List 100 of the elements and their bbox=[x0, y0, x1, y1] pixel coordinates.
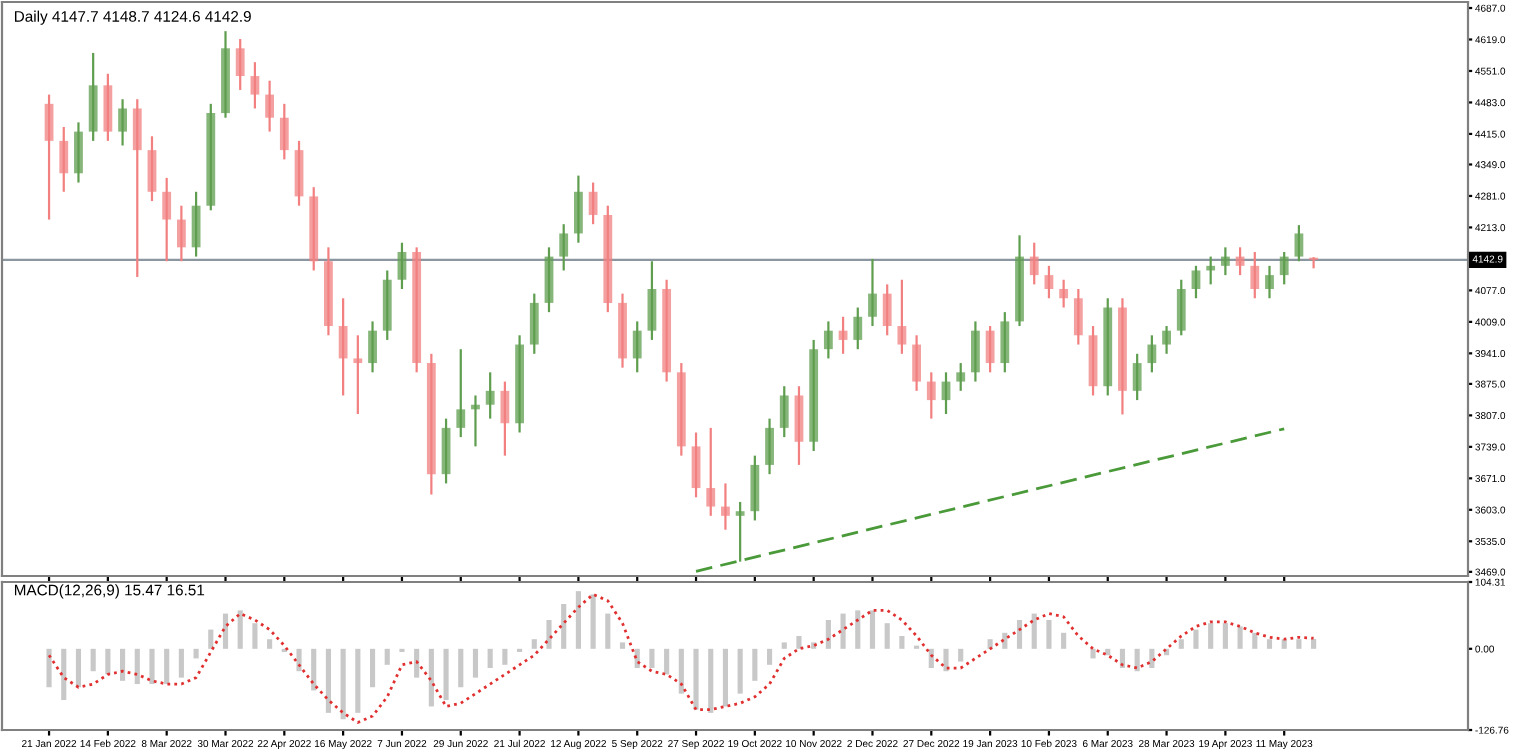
candlestick bbox=[559, 223, 569, 272]
bar bbox=[252, 623, 258, 649]
bar bbox=[1149, 648, 1155, 669]
candlestick bbox=[735, 500, 745, 563]
bar bbox=[958, 648, 964, 662]
candlestick bbox=[397, 241, 407, 291]
candlestick bbox=[103, 72, 113, 142]
bar bbox=[1090, 648, 1096, 659]
bar bbox=[722, 648, 729, 707]
bar bbox=[855, 610, 861, 649]
bar bbox=[311, 648, 317, 691]
candlestick bbox=[1162, 324, 1171, 355]
bar bbox=[766, 648, 773, 665]
candlestick bbox=[794, 385, 804, 467]
bar bbox=[1016, 619, 1023, 649]
candlestick bbox=[1000, 311, 1010, 374]
candlestick bbox=[118, 98, 127, 147]
bar bbox=[605, 613, 611, 649]
bar bbox=[664, 648, 670, 675]
candlestick bbox=[1265, 264, 1274, 300]
candlestick bbox=[176, 204, 186, 263]
candlestick bbox=[279, 102, 289, 161]
bar bbox=[105, 648, 111, 675]
bar bbox=[1296, 639, 1302, 649]
bar bbox=[237, 610, 243, 649]
candlestick bbox=[1029, 241, 1039, 286]
bar bbox=[943, 648, 949, 672]
bar bbox=[708, 648, 714, 713]
bar bbox=[1311, 638, 1317, 649]
candlestick bbox=[721, 482, 730, 531]
bar bbox=[443, 648, 449, 701]
bar bbox=[134, 648, 140, 685]
candlestick bbox=[1309, 256, 1319, 270]
bar bbox=[296, 648, 302, 672]
candlestick bbox=[588, 181, 598, 226]
candlestick bbox=[162, 176, 172, 263]
bar bbox=[1031, 613, 1037, 649]
bar bbox=[899, 636, 905, 649]
bar bbox=[369, 648, 376, 688]
candlestick bbox=[765, 417, 774, 476]
bar bbox=[781, 642, 787, 649]
bar bbox=[267, 639, 273, 649]
candlestick bbox=[265, 79, 275, 133]
bar bbox=[840, 613, 846, 649]
bar bbox=[120, 648, 126, 681]
bar bbox=[561, 603, 567, 649]
bar bbox=[458, 648, 464, 688]
candlestick bbox=[74, 121, 83, 184]
candlestick bbox=[971, 320, 980, 383]
candlestick bbox=[897, 278, 907, 355]
bar bbox=[487, 648, 493, 669]
bar bbox=[678, 648, 684, 694]
candlestick bbox=[1176, 278, 1186, 337]
candlestick bbox=[1250, 250, 1260, 300]
bar bbox=[222, 613, 229, 649]
candlestick bbox=[750, 454, 760, 522]
bar bbox=[1281, 639, 1287, 649]
bar bbox=[340, 648, 346, 720]
candlestick bbox=[44, 93, 54, 221]
candlestick bbox=[294, 139, 304, 207]
candlestick bbox=[853, 306, 863, 351]
candlestick bbox=[1279, 250, 1289, 286]
bar bbox=[164, 648, 170, 685]
bar bbox=[428, 648, 434, 707]
candlestick bbox=[235, 37, 245, 92]
bar bbox=[208, 629, 214, 649]
bar bbox=[796, 636, 802, 649]
candlestick bbox=[147, 135, 157, 203]
bar bbox=[1222, 623, 1228, 649]
candlestick bbox=[1191, 264, 1201, 300]
bar bbox=[1002, 632, 1008, 649]
candlestick bbox=[956, 361, 966, 392]
candlestick bbox=[441, 417, 451, 485]
bar bbox=[1266, 639, 1273, 649]
bar bbox=[1178, 639, 1184, 649]
bar bbox=[1237, 626, 1243, 649]
bar bbox=[61, 648, 67, 701]
candlestick bbox=[823, 320, 833, 360]
bar bbox=[546, 619, 552, 649]
bar bbox=[90, 648, 96, 672]
candlestick bbox=[1220, 246, 1230, 277]
candlestick bbox=[456, 348, 466, 439]
bar bbox=[325, 648, 331, 713]
bar bbox=[1061, 632, 1067, 649]
candlestick bbox=[1044, 264, 1054, 300]
bar bbox=[869, 610, 876, 649]
candlestick bbox=[647, 260, 657, 342]
candlestick bbox=[529, 292, 539, 355]
candlestick bbox=[1147, 334, 1157, 374]
candlestick bbox=[338, 297, 348, 397]
candlestick bbox=[544, 246, 554, 314]
bar bbox=[149, 648, 155, 685]
candlestick bbox=[1294, 224, 1304, 263]
candlestick bbox=[632, 320, 642, 374]
candlestick bbox=[1132, 352, 1142, 402]
bar bbox=[649, 648, 655, 669]
bar bbox=[1193, 629, 1199, 649]
bar bbox=[502, 648, 508, 665]
bar bbox=[1046, 619, 1052, 649]
bar bbox=[355, 648, 361, 713]
